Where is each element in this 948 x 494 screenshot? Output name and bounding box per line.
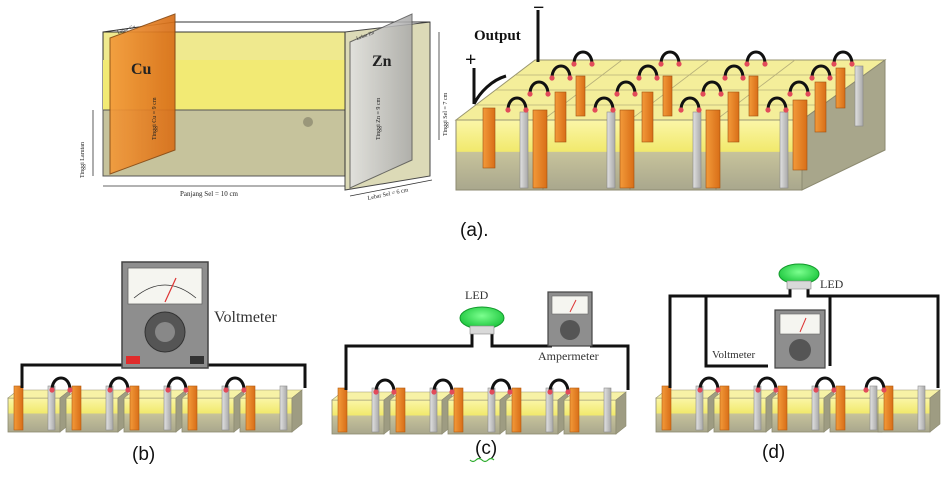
caption-c-underline <box>469 457 495 463</box>
single-cell-diagram: Cu Tinggi Cu = 9 cm Zn Tinggi Zn = 9 cm … <box>80 13 449 202</box>
minus-sign: − <box>533 0 544 19</box>
plus-sign: + <box>465 49 476 71</box>
panel-d-wire-inner-left <box>704 296 768 368</box>
cu-electrode <box>109 13 176 175</box>
height-dim-label: Tinggi Sel = 7 cm <box>443 92 449 136</box>
zn-width-label: Lebar Zn <box>356 31 376 42</box>
panel-c-wire-left <box>344 334 474 390</box>
array-copper-plates <box>482 67 846 189</box>
panel-b-wire-left <box>20 363 128 388</box>
ampermeter-c-label: Ampermeter <box>538 349 599 363</box>
cu-label: Cu <box>131 61 152 78</box>
caption-b: (b) <box>132 444 155 465</box>
panel-b-cells <box>7 385 303 433</box>
cu-height-label: Tinggi Cu = 9 cm <box>152 97 158 140</box>
led-d-label: LED <box>820 277 844 291</box>
array-zinc-plates <box>519 65 864 189</box>
panel-d-cells <box>655 385 941 433</box>
panel-c-wire-right <box>590 344 630 390</box>
panel-c: LED Ampermeter <box>331 288 630 435</box>
length-dim-label: Panjang Sel = 10 cm <box>180 190 239 198</box>
cell-center-mark <box>303 117 313 127</box>
led-c-label: LED <box>465 288 489 302</box>
voltmeter-d <box>774 309 826 369</box>
panel-b: Voltmeter <box>7 261 307 433</box>
zn-label: Zn <box>372 53 392 70</box>
caption-c: (c) <box>475 438 497 459</box>
panel-c-wire-mid <box>490 334 552 348</box>
panel-d-wire-left <box>668 288 792 388</box>
solution-dim-label: Tinggi Larutan <box>80 142 86 178</box>
voltmeter-b <box>121 261 209 369</box>
led-d <box>778 263 820 290</box>
width-dim-label: Lebar Sel = 6 cm <box>367 187 409 202</box>
zn-height-label: Tinggi Zn = 9 cm <box>376 98 382 141</box>
panel-b-wire-right <box>205 363 307 388</box>
voltmeter-b-label: Voltmeter <box>214 309 277 326</box>
panel-d-wire-right <box>806 288 940 388</box>
cell-array-diagram: Output − + <box>454 0 887 191</box>
cu-width-label: Lebar Cu <box>117 25 137 36</box>
voltmeter-d-label: Voltmeter <box>712 349 756 361</box>
caption-a: (a). <box>460 220 489 241</box>
caption-d: (d) <box>762 442 785 463</box>
ampermeter-c <box>547 291 593 347</box>
panel-c-cells <box>331 387 627 435</box>
output-label: Output <box>474 28 521 44</box>
zn-electrode <box>349 13 413 189</box>
led-c <box>459 306 505 335</box>
positive-wire <box>472 74 507 105</box>
panel-d: LED Voltmeter <box>655 263 941 433</box>
width-dim-line <box>349 179 433 197</box>
